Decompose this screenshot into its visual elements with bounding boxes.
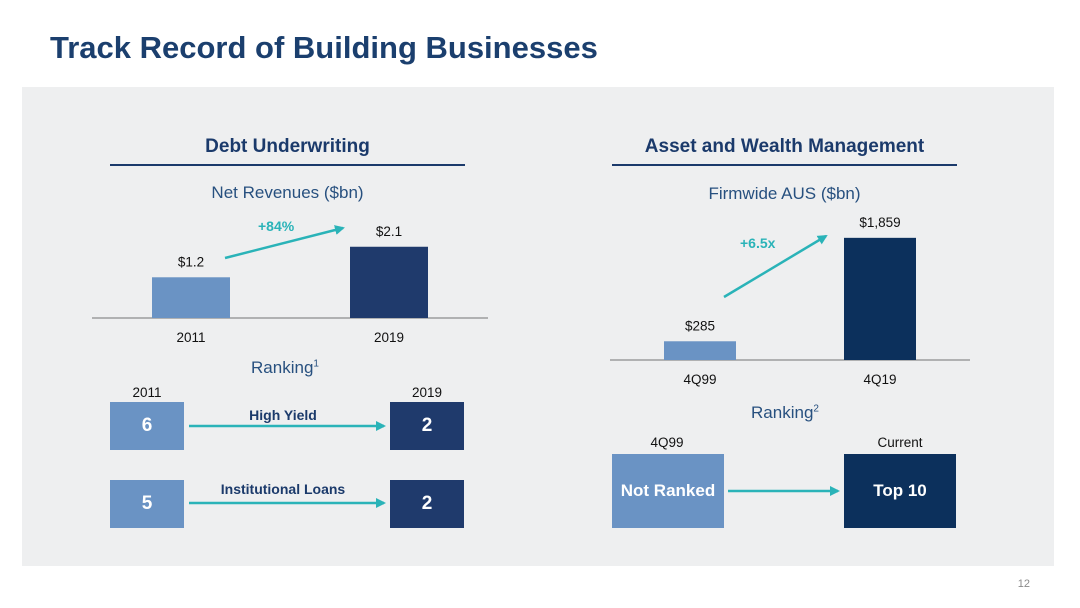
debt-underwriting-rule xyxy=(110,164,465,166)
debt-ranking-title-text: Ranking xyxy=(251,358,314,377)
debt-ranking-title: Ranking1 xyxy=(200,358,370,378)
firmwide-aus-tick-label-4q99: 4Q99 xyxy=(683,372,716,387)
net-revenues-growth-arrow xyxy=(224,225,345,260)
awm-heading: Asset and Wealth Management xyxy=(644,136,925,157)
net-revenues-chart: $1.2 2011 $2.1 2019 xyxy=(92,224,488,345)
slide-title: Track Record of Building Businesses xyxy=(50,30,598,65)
net-revenues-value-label-2019: $2.1 xyxy=(376,224,402,239)
page-number: 12 xyxy=(1017,578,1030,590)
institutional-loans-rank-from: 5 xyxy=(110,480,184,528)
net-revenues-tick-label-2011: 2011 xyxy=(176,330,205,345)
debt-ranking-footnote: 1 xyxy=(313,358,319,370)
firmwide-aus-bar-4q19 xyxy=(844,237,916,360)
high-yield-rank-from: 6 xyxy=(110,402,184,450)
awm-ranking-footnote: 2 xyxy=(813,403,819,415)
net-revenues-growth-label: +84% xyxy=(258,218,295,234)
institutional-loans-rank-to: 2 xyxy=(390,480,464,528)
net-revenues-bar-2011 xyxy=(152,277,230,318)
debt-ranking-year-from: 2011 xyxy=(132,385,162,400)
awm-ranking-col-from: 4Q99 xyxy=(650,435,684,450)
firmwide-aus-growth-label: +6.5x xyxy=(740,235,776,251)
debt-underwriting-heading: Debt Underwriting xyxy=(205,136,370,157)
high-yield-rank-to: 2 xyxy=(390,402,464,450)
debt-ranking-year-to: 2019 xyxy=(411,385,443,400)
awm-ranking-title: Ranking2 xyxy=(700,403,870,423)
firmwide-aus-value-label-4q99: $285 xyxy=(685,318,715,333)
firmwide-aus-chart: $285 4Q99 $1,859 4Q19 xyxy=(610,215,970,387)
awm-rank-from: Not Ranked xyxy=(612,454,724,528)
net-revenues-tick-label-2019: 2019 xyxy=(374,330,404,345)
firmwide-aus-subtitle: Firmwide AUS ($bn) xyxy=(708,184,861,203)
firmwide-aus-bar-4q99 xyxy=(664,341,736,360)
firmwide-aus-value-label-4q19: $1,859 xyxy=(859,215,900,230)
net-revenues-subtitle: Net Revenues ($bn) xyxy=(211,183,364,202)
awm-rule xyxy=(612,164,957,166)
firmwide-aus-tick-label-4q19: 4Q19 xyxy=(863,372,896,387)
high-yield-label: High Yield xyxy=(249,407,317,423)
firmwide-aus-growth-arrow xyxy=(723,234,828,299)
net-revenues-bar-2019 xyxy=(350,246,428,318)
awm-ranking-col-to: Current xyxy=(877,435,923,450)
awm-rank-to: Top 10 xyxy=(844,454,956,528)
net-revenues-value-label-2011: $1.2 xyxy=(178,254,204,269)
awm-ranking-title-text: Ranking xyxy=(751,403,814,422)
institutional-loans-label: Institutional Loans xyxy=(220,481,346,497)
